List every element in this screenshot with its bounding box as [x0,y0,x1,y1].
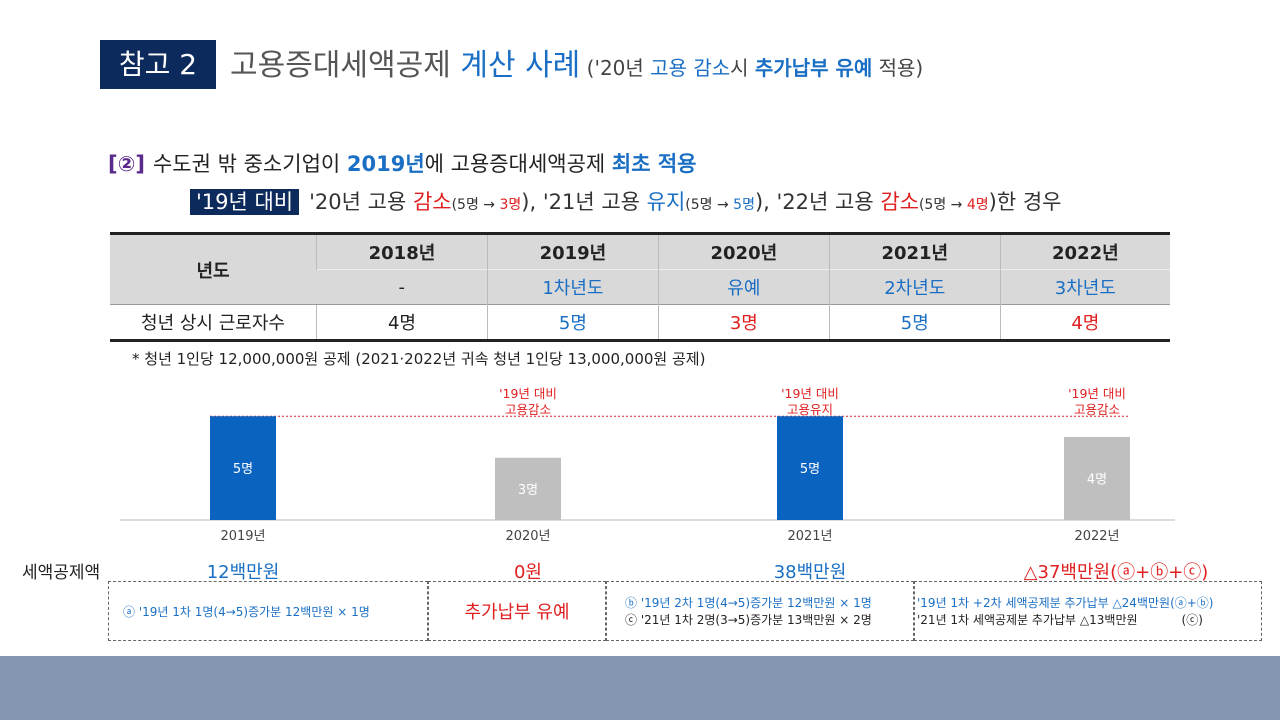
credit-amount-2020: 0원 [513,562,542,583]
credit-amount-label: 세액공제액 [22,563,101,583]
bar-annotation: 고용유지 [787,402,833,417]
page-title: 고용증대세액공제 계산 사례 ('20년 고용 감소시 추가납부 유예 적용) [230,46,923,88]
detail-text: '21년 1차 세액공제분 추가납부 △13백만원 (ⓒ) [917,613,1203,627]
table-row-years: 년도 2018년 2019년 2020년 2021년 2022년 [110,232,1170,305]
compare-base-badge: '19년 대비 [190,189,300,215]
detail-text: '19년 1차 +2차 세액공제분 추가납부 △24백만원(ⓐ+ⓑ) [917,596,1214,610]
detail-box-2019: ⓐ '19년 1차 1명(4→5)증가분 12백만원 × 1명 [108,581,428,641]
detail-box-2022: '19년 1차 +2차 세액공제분 추가납부 △24백만원(ⓐ+ⓑ) '21년 … [914,581,1262,641]
bar [1064,436,1130,520]
title-highlight: 계산 사례 [460,48,581,83]
detail-text: 추가납부 유예 [464,602,570,623]
count-cell: 3명 [657,304,830,342]
year-cell: 2019년 [486,232,659,270]
bar [495,457,561,520]
bar-annotation: '19년 대비 [499,386,557,401]
bar-value-label: 3명 [518,483,538,498]
count-cell: 4명 [316,304,488,342]
detail-box-2020: 추가납부 유예 [428,581,606,641]
year-cell: 2018년 [316,232,488,270]
detail-text: ⓑ '19년 2차 1명(4→5)증가분 12백만원 × 1명 [625,596,872,610]
stage-cell: 2차년도 [828,269,1001,305]
category-tick-label: 2022년 [1074,529,1119,544]
year-cell: 2020년 [657,232,830,270]
bar-value-label: 4명 [1087,472,1107,487]
bar-value-label: 5명 [233,462,253,477]
count-cell: 5명 [486,304,659,342]
stage-cell: 3차년도 [999,269,1170,305]
credit-amount-2022: △37백만원(ⓐ+ⓑ+ⓒ) [1023,562,1209,583]
credit-amount-2021: 38백만원 [773,562,847,583]
bar-annotation: '19년 대비 [1068,386,1126,401]
credit-amount-2019: 12백만원 [206,562,280,583]
stage-cell: 유예 [657,269,830,305]
footer-band [0,656,1280,720]
count-cell: 5명 [828,304,1001,342]
footnote: * 청년 1인당 12,000,000원 공제 (2021·2022년 귀속 청… [132,350,706,368]
employment-table: 년도 2018년 2019년 2020년 2021년 2022년 - 1차년도 … [110,232,1170,342]
year-header: 년도 [110,232,317,305]
case-conditions: '19년 대비 '20년 고용 감소(5명 → 3명), '21년 고용 유지(5… [190,186,1062,216]
table-row-counts: 청년 상시 근로자수 4명 5명 3명 5명 4명 [110,304,1170,342]
detail-text: ⓐ '19년 1차 1명(4→5)증가분 12백만원 × 1명 [123,604,370,619]
stage-cell: - [316,269,488,305]
category-tick-label: 2019년 [220,529,265,544]
detail-text: ⓒ '21년 1차 2명(3→5)증가분 13백만원 × 2명 [625,613,872,627]
count-cell: 4명 [999,304,1170,342]
bar [777,416,843,520]
case-first-apply: 최초 적용 [611,152,697,176]
year-cell: 2021년 [828,232,1001,270]
category-tick-label: 2020년 [505,529,550,544]
count-header: 청년 상시 근로자수 [110,304,317,342]
case-year: 2019년 [346,152,425,176]
year-cell: 2022년 [999,232,1170,270]
case-mark: [②] [108,152,145,176]
bar-annotation: 고용감소 [505,402,551,417]
bar-value-label: 5명 [800,462,820,477]
category-tick-label: 2021년 [787,529,832,544]
stage-cell: 1차년도 [486,269,659,305]
title-subtitle: ('20년 고용 감소시 추가납부 유예 적용) [580,56,924,80]
reference-badge: 참고 2 [100,40,216,89]
detail-box-2021: ⓑ '19년 2차 1명(4→5)증가분 12백만원 × 1명 ⓒ '21년 1… [606,581,914,641]
title-main: 고용증대세액공제 [230,48,461,83]
bar-annotation: 고용감소 [1074,402,1120,417]
table-row-stages: - 1차년도 유예 2차년도 3차년도 [110,269,1170,305]
bar-annotation: '19년 대비 [781,386,839,401]
bar [210,416,276,520]
case-heading: [②] 수도권 밖 중소기업이 2019년에 고용증대세액공제 최초 적용 [108,152,697,176]
